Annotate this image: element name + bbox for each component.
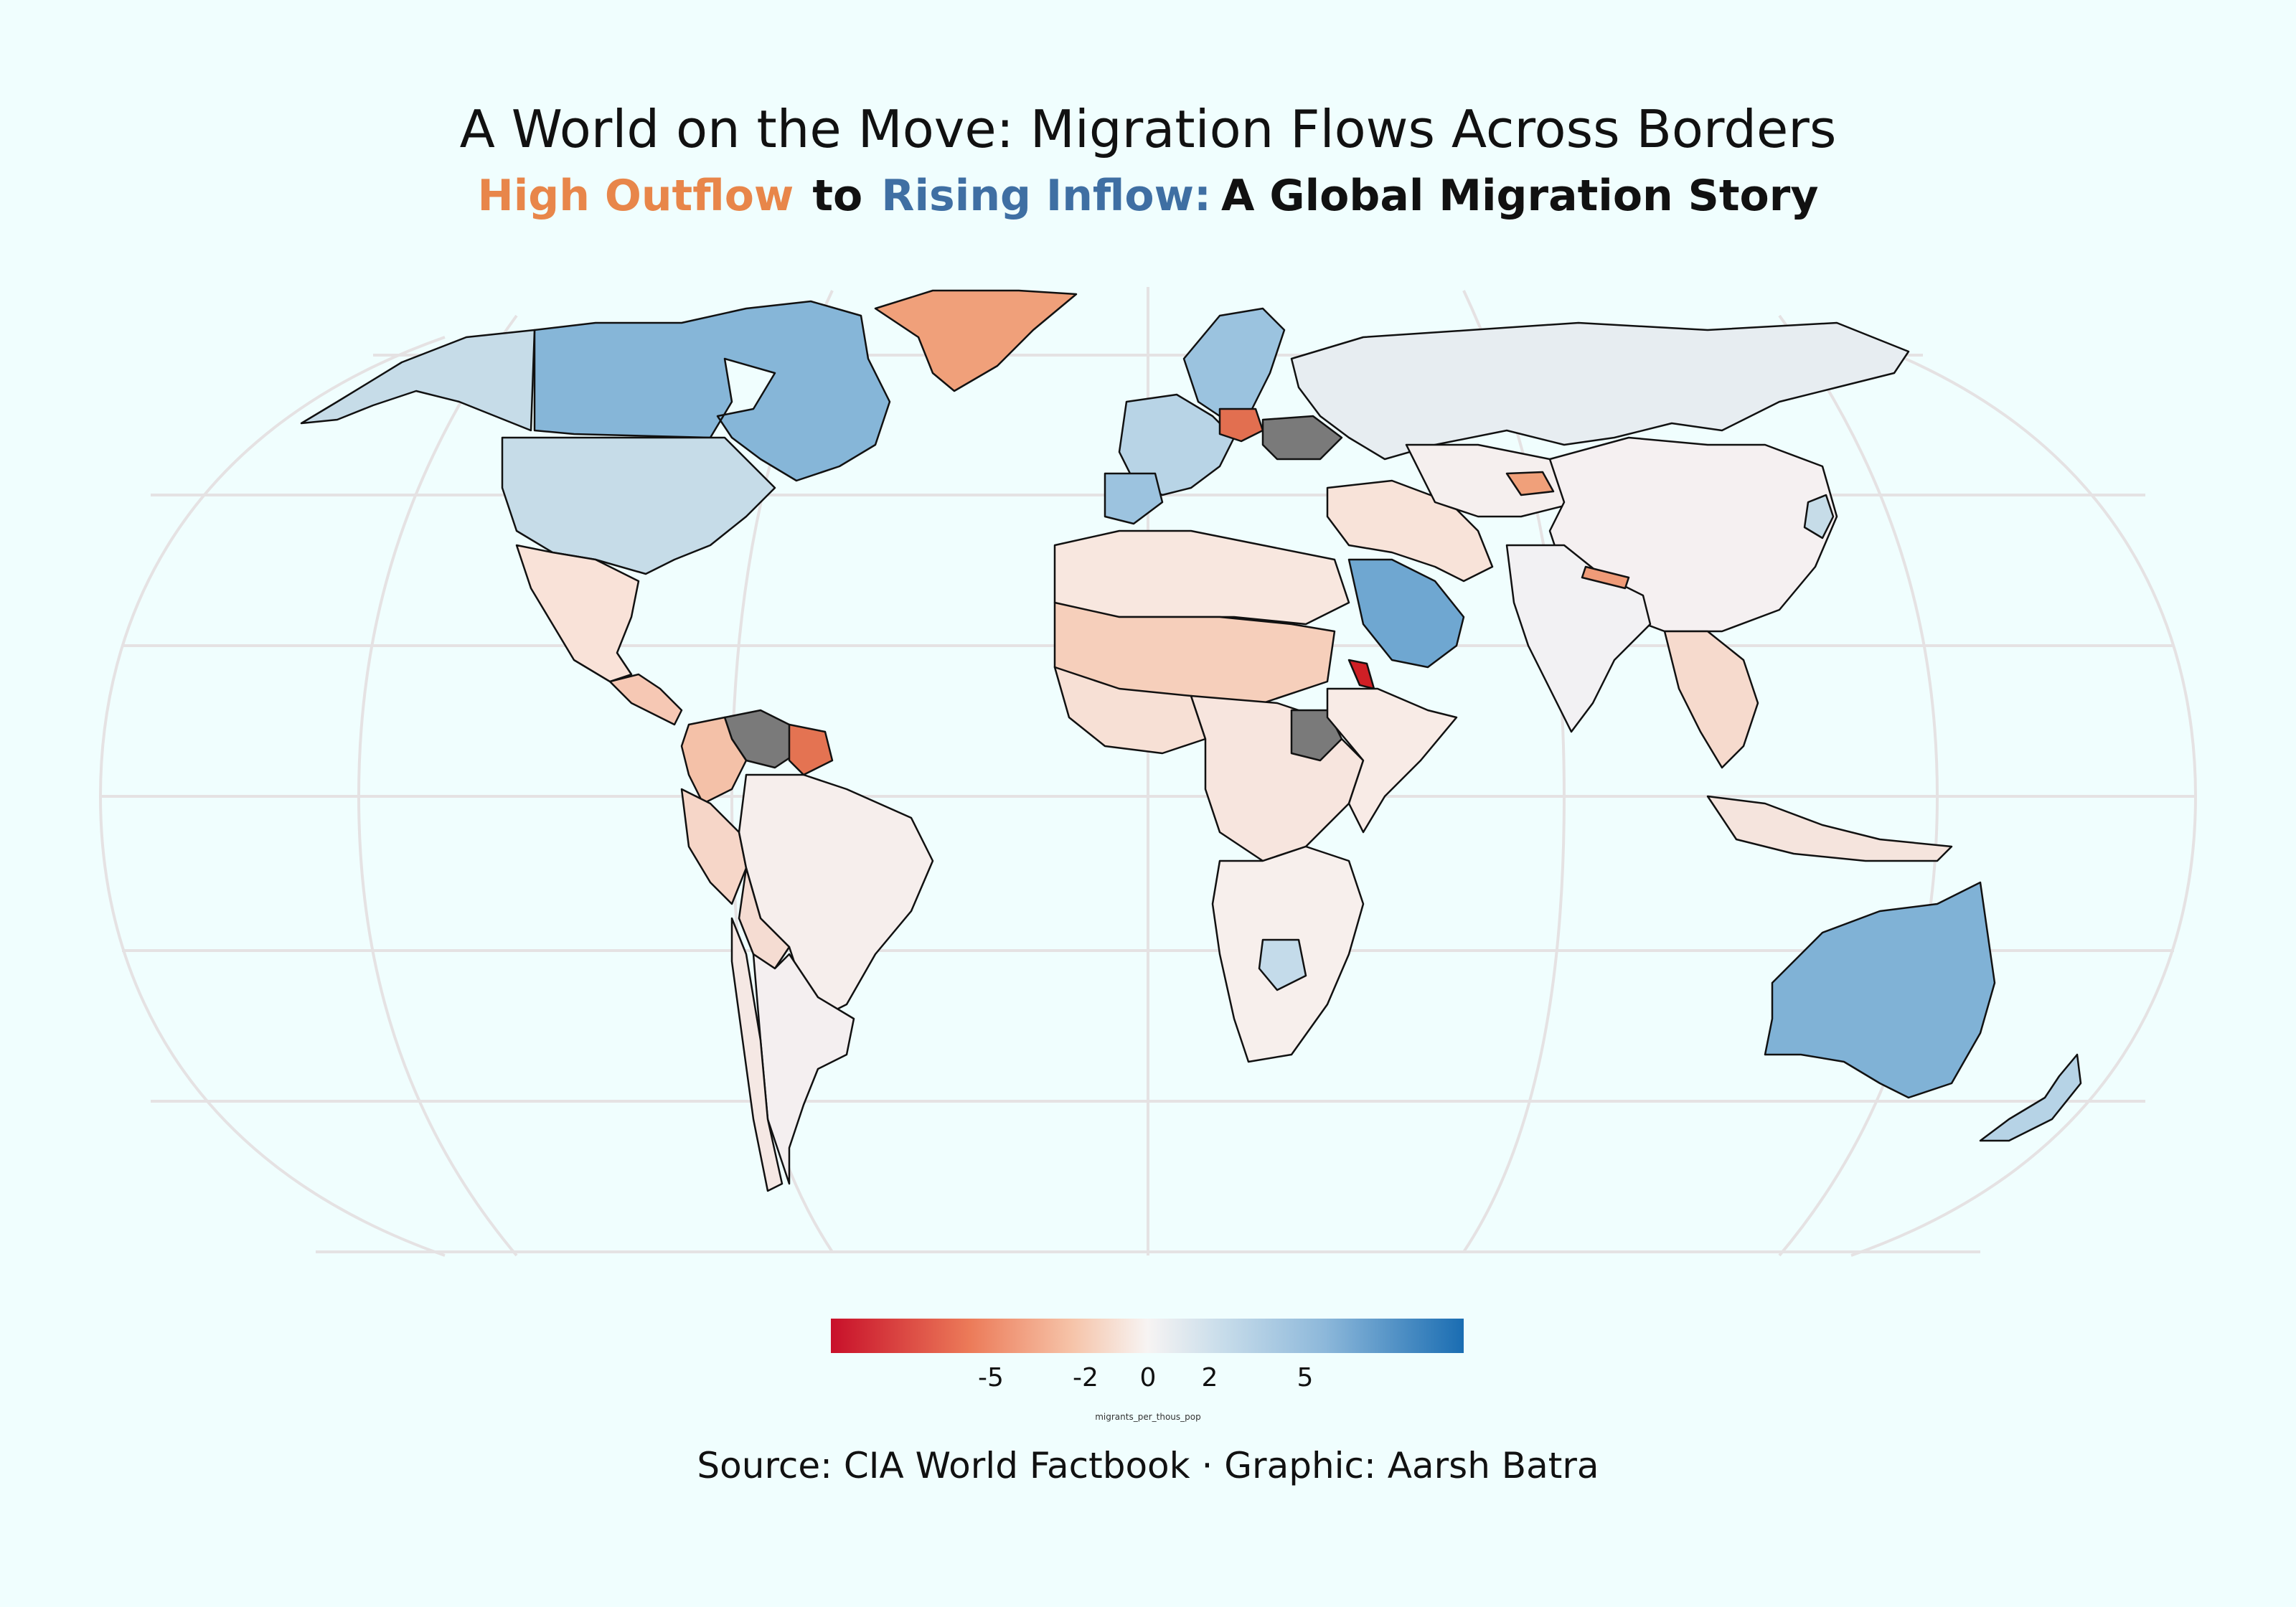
country-indonesia (1706, 795, 1953, 862)
legend-tick: -2 (1073, 1363, 1098, 1392)
country-east-africa (1326, 687, 1458, 834)
country-guianas (788, 723, 834, 776)
country-southeast-asia (1663, 630, 1759, 769)
country-new-zealand (1979, 1053, 2082, 1142)
country-west-africa (1053, 666, 1207, 755)
subtitle-rest: A Global Migration Story (1221, 171, 1819, 221)
country-alaska (300, 329, 536, 432)
country-botswana (1258, 938, 1307, 991)
source-caption: Source: CIA World Factbook · Graphic: Aa… (697, 1445, 1599, 1486)
country-nepal (1581, 565, 1630, 590)
country-saudi-arabia (1347, 558, 1465, 669)
country-united-states (501, 436, 776, 575)
legend-title: migrants_per_thous_pop (1095, 1412, 1201, 1422)
country-japan (1803, 494, 1835, 539)
subtitle-inflow: Rising Inflow: (881, 171, 1212, 221)
legend-tick: -5 (978, 1363, 1004, 1392)
country-eritrea (1347, 659, 1375, 690)
country-scandinavia (1182, 307, 1286, 418)
country-russia (1290, 321, 1910, 461)
country-greenland (874, 289, 1078, 392)
country-south-sudan (1290, 709, 1343, 762)
subtitle-connector: to (812, 171, 863, 221)
legend-tick: 5 (1297, 1363, 1314, 1392)
color-legend (831, 1319, 1464, 1353)
legend-tick: 0 (1139, 1363, 1157, 1392)
country-western-europe (1118, 393, 1236, 496)
map-title: A World on the Move: Migration Flows Acr… (459, 99, 1837, 159)
country-australia (1764, 881, 1996, 1099)
country-spain (1104, 472, 1164, 525)
country-ukraine (1261, 415, 1343, 461)
country-mexico (515, 544, 640, 683)
country-colombia (680, 716, 748, 805)
subtitle-outflow: High Outflow (477, 171, 794, 221)
legend-color-bar (831, 1319, 1464, 1353)
country-kyrgyzstan (1505, 471, 1555, 496)
country-canada (533, 300, 891, 482)
country-north-africa (1053, 529, 1350, 626)
country-chile (730, 917, 784, 1192)
legend-tick: 2 (1201, 1363, 1218, 1392)
country-poland (1218, 407, 1264, 443)
country-peru (680, 788, 748, 905)
country-central-america (608, 673, 683, 726)
map-subtitle: High Outflow to Rising Inflow: A Global Mig… (0, 171, 2296, 221)
